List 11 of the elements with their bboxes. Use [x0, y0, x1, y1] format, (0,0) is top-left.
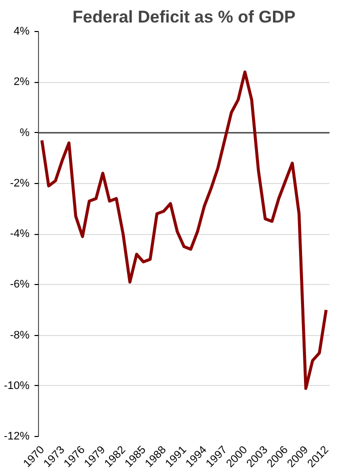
- y-tick-label: 2%: [14, 76, 30, 88]
- y-tick-label: %: [20, 126, 30, 139]
- y-tick-label: -2%: [10, 177, 30, 190]
- y-tick-label: -8%: [10, 329, 30, 342]
- line-series: [40, 70, 328, 390]
- y-tick-label: -6%: [10, 278, 30, 291]
- y-tick-label: -12%: [4, 430, 30, 442]
- chart-title: Federal Deficit as % of GDP: [72, 8, 296, 26]
- y-tick-label: -10%: [4, 380, 30, 392]
- y-tick-label: -4%: [10, 228, 30, 240]
- y-tick-label: 4%: [14, 26, 30, 38]
